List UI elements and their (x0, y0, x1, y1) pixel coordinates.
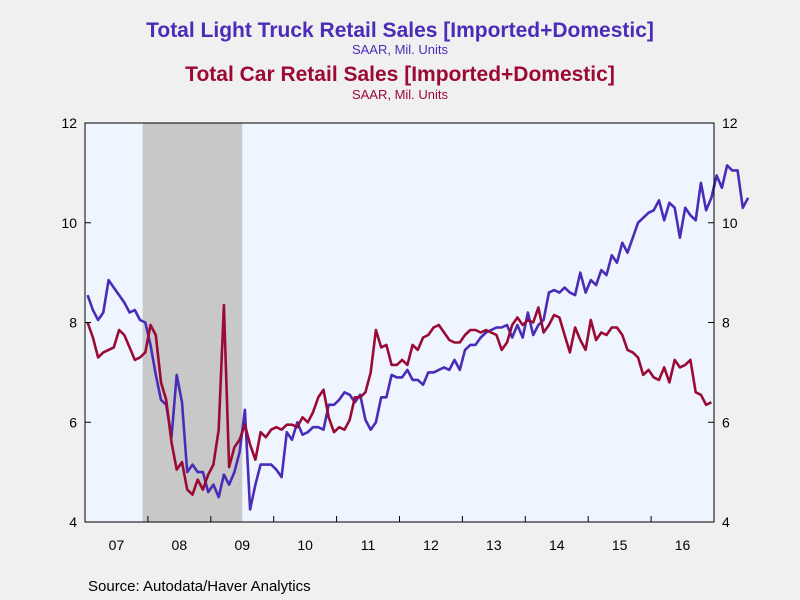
y-tick-label-right: 12 (722, 115, 738, 131)
x-tick-label: 09 (234, 537, 250, 553)
chart-title-1: Total Light Truck Retail Sales [Imported… (146, 19, 654, 42)
y-tick-label-left: 12 (61, 115, 77, 131)
x-tick-label: 14 (549, 537, 565, 553)
y-tick-label-right: 6 (722, 414, 730, 430)
y-tick-label-right: 10 (722, 215, 738, 231)
chart-subtitle-1: SAAR, Mil. Units (351, 42, 449, 57)
y-tick-label-right: 4 (722, 514, 730, 530)
y-tick-label-left: 10 (61, 215, 77, 231)
x-tick-label: 15 (612, 537, 628, 553)
x-tick-label: 11 (361, 537, 376, 553)
source-note: Source: Autodata/Haver Analytics (88, 578, 311, 595)
y-tick-label-left: 6 (69, 414, 77, 430)
recession-shading (142, 123, 243, 522)
y-tick-label-left: 4 (69, 514, 77, 530)
y-tick-label-right: 8 (722, 315, 730, 331)
x-tick-label: 13 (486, 537, 502, 553)
x-tick-label: 12 (423, 537, 439, 553)
chart-title-2: Total Car Retail Sales [Imported+Domesti… (185, 63, 615, 86)
x-tick-label: 08 (172, 537, 188, 553)
y-tick-label-left: 8 (69, 315, 77, 331)
x-tick-label: 10 (297, 537, 313, 553)
chart-subtitle-2: SAAR, Mil. Units (351, 87, 449, 102)
series-line-light-truck (86, 164, 750, 511)
series-line-car (86, 303, 712, 496)
x-tick-label: 16 (675, 537, 691, 553)
x-tick-label: 07 (109, 537, 125, 553)
